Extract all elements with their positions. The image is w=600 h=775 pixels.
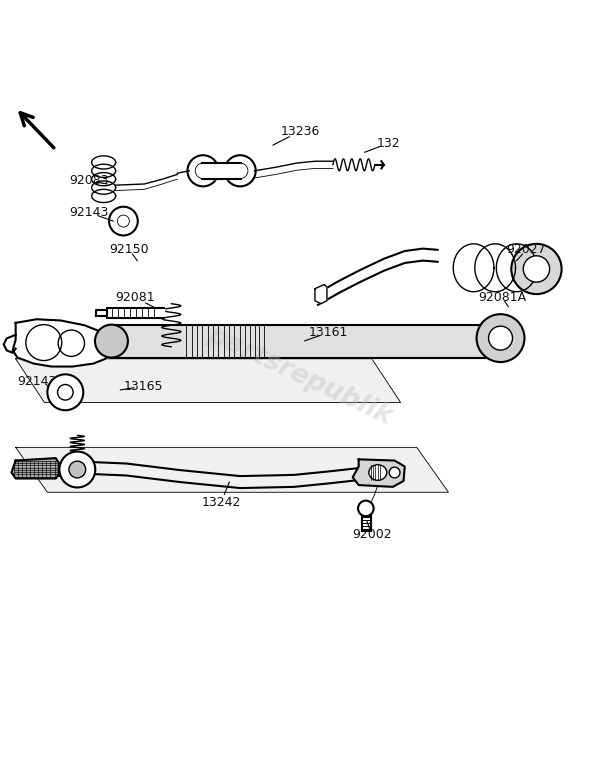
Polygon shape bbox=[202, 163, 241, 179]
Circle shape bbox=[476, 314, 524, 362]
Polygon shape bbox=[97, 310, 107, 316]
Polygon shape bbox=[16, 447, 448, 492]
Polygon shape bbox=[353, 460, 405, 487]
Polygon shape bbox=[11, 458, 59, 478]
Text: 92081A: 92081A bbox=[478, 291, 526, 305]
Circle shape bbox=[58, 384, 73, 400]
Circle shape bbox=[488, 326, 512, 350]
Text: 92002: 92002 bbox=[352, 528, 392, 541]
Circle shape bbox=[389, 467, 400, 478]
Text: 13165: 13165 bbox=[124, 380, 163, 393]
Text: 13236: 13236 bbox=[280, 125, 320, 138]
Circle shape bbox=[358, 501, 374, 516]
Polygon shape bbox=[16, 359, 401, 402]
Polygon shape bbox=[315, 284, 327, 304]
Circle shape bbox=[187, 155, 218, 186]
Circle shape bbox=[511, 244, 562, 294]
Circle shape bbox=[109, 207, 138, 236]
Text: 92027: 92027 bbox=[506, 243, 546, 257]
Text: partsrepublik: partsrepublik bbox=[203, 322, 397, 430]
Polygon shape bbox=[107, 308, 164, 318]
Polygon shape bbox=[112, 325, 503, 357]
Text: 92143A: 92143A bbox=[17, 375, 65, 388]
Text: 13161: 13161 bbox=[309, 326, 349, 339]
Text: 132: 132 bbox=[377, 136, 400, 150]
Text: 92150: 92150 bbox=[110, 243, 149, 257]
Text: 92081: 92081 bbox=[116, 291, 155, 305]
Polygon shape bbox=[13, 319, 110, 367]
Circle shape bbox=[224, 155, 256, 186]
Circle shape bbox=[95, 325, 128, 357]
Text: 92083: 92083 bbox=[70, 174, 109, 188]
Circle shape bbox=[523, 256, 550, 282]
Circle shape bbox=[47, 374, 83, 410]
Ellipse shape bbox=[369, 465, 387, 480]
Text: 92143: 92143 bbox=[70, 206, 109, 219]
Text: 13242: 13242 bbox=[201, 496, 241, 509]
Circle shape bbox=[59, 452, 95, 487]
Circle shape bbox=[69, 461, 86, 478]
